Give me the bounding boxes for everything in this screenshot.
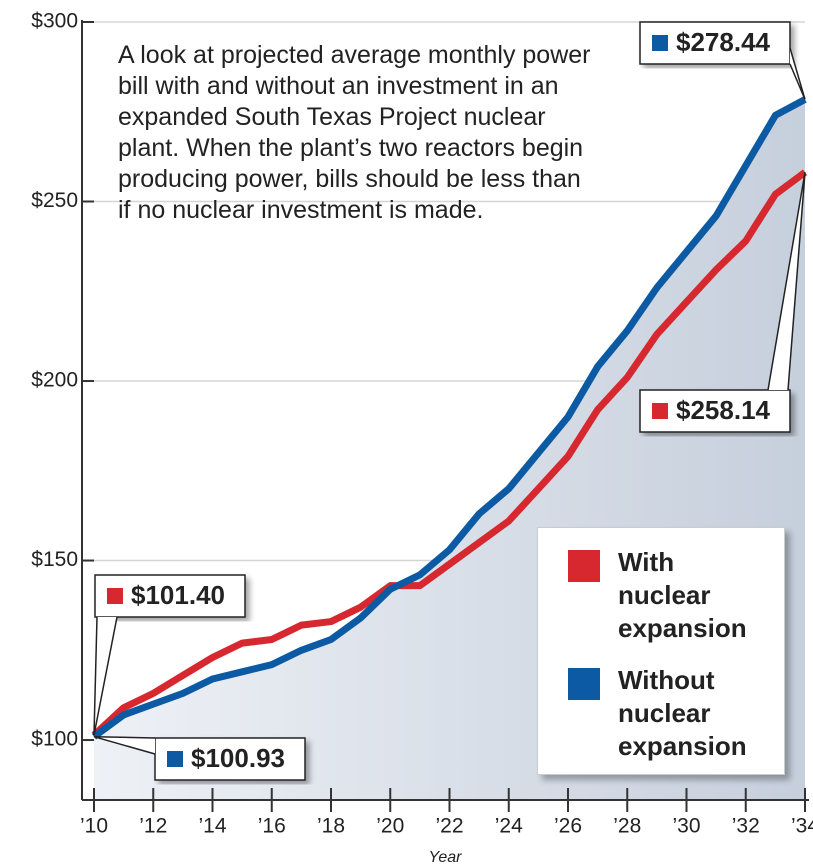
description: A look at projected average monthly powe… — [118, 41, 591, 224]
x-tick-label: ’26 — [554, 815, 582, 838]
x-tick-label: ’12 — [139, 815, 167, 838]
callout-label: $100.93 — [191, 743, 285, 773]
y-tick-label: $100 — [31, 728, 78, 751]
line — [91, 169, 808, 738]
callout-swatch — [107, 588, 123, 604]
callout-label: $258.14 — [676, 395, 771, 425]
x-tick-label: ’20 — [376, 815, 404, 838]
x-tick-label: ’22 — [435, 815, 463, 838]
line — [91, 96, 807, 740]
x-tick-label: ’24 — [495, 815, 523, 838]
x-tick-label: ’32 — [732, 815, 760, 838]
callout-label: $101.40 — [131, 580, 225, 610]
legend-item: With nuclear expansion — [568, 546, 768, 645]
callout-pointer — [767, 172, 806, 391]
callout-label: $278.44 — [676, 27, 771, 57]
y-tick-label: $250 — [31, 189, 78, 212]
callout-pointer — [93, 616, 118, 736]
callout: $100.93 — [93, 735, 306, 781]
x-tick-label: ’34 — [791, 815, 813, 838]
callout-swatch — [652, 403, 668, 419]
legend-item: Without nuclear expansion — [568, 664, 768, 763]
x-axis-label: Year — [429, 849, 463, 866]
x-tick-label: ’18 — [317, 815, 345, 838]
callout-pointer — [789, 47, 806, 100]
callout-swatch — [167, 751, 183, 767]
y-tick-label: $150 — [31, 548, 78, 571]
legend-swatch — [568, 550, 600, 582]
x-tick-label: ’30 — [672, 815, 700, 838]
x-tick-label: ’16 — [258, 815, 286, 838]
x-tick-label: ’10 — [80, 815, 108, 838]
x-tick-label: ’14 — [198, 815, 226, 838]
legend-label: Without nuclear expansion — [618, 665, 747, 761]
callout: $258.14 — [639, 172, 806, 433]
legend-swatch — [568, 668, 600, 700]
x-tick-label: ’28 — [613, 815, 641, 838]
callout: $101.40 — [93, 574, 246, 736]
callout: $278.44 — [639, 21, 806, 100]
legend-label: With nuclear expansion — [618, 547, 747, 643]
callout-pointer — [93, 735, 156, 755]
y-tick-label: $200 — [31, 369, 78, 392]
y-tick-label: $300 — [31, 10, 78, 33]
callout-swatch — [652, 35, 668, 51]
legend: With nuclear expansion Without nuclear ex… — [537, 527, 785, 775]
